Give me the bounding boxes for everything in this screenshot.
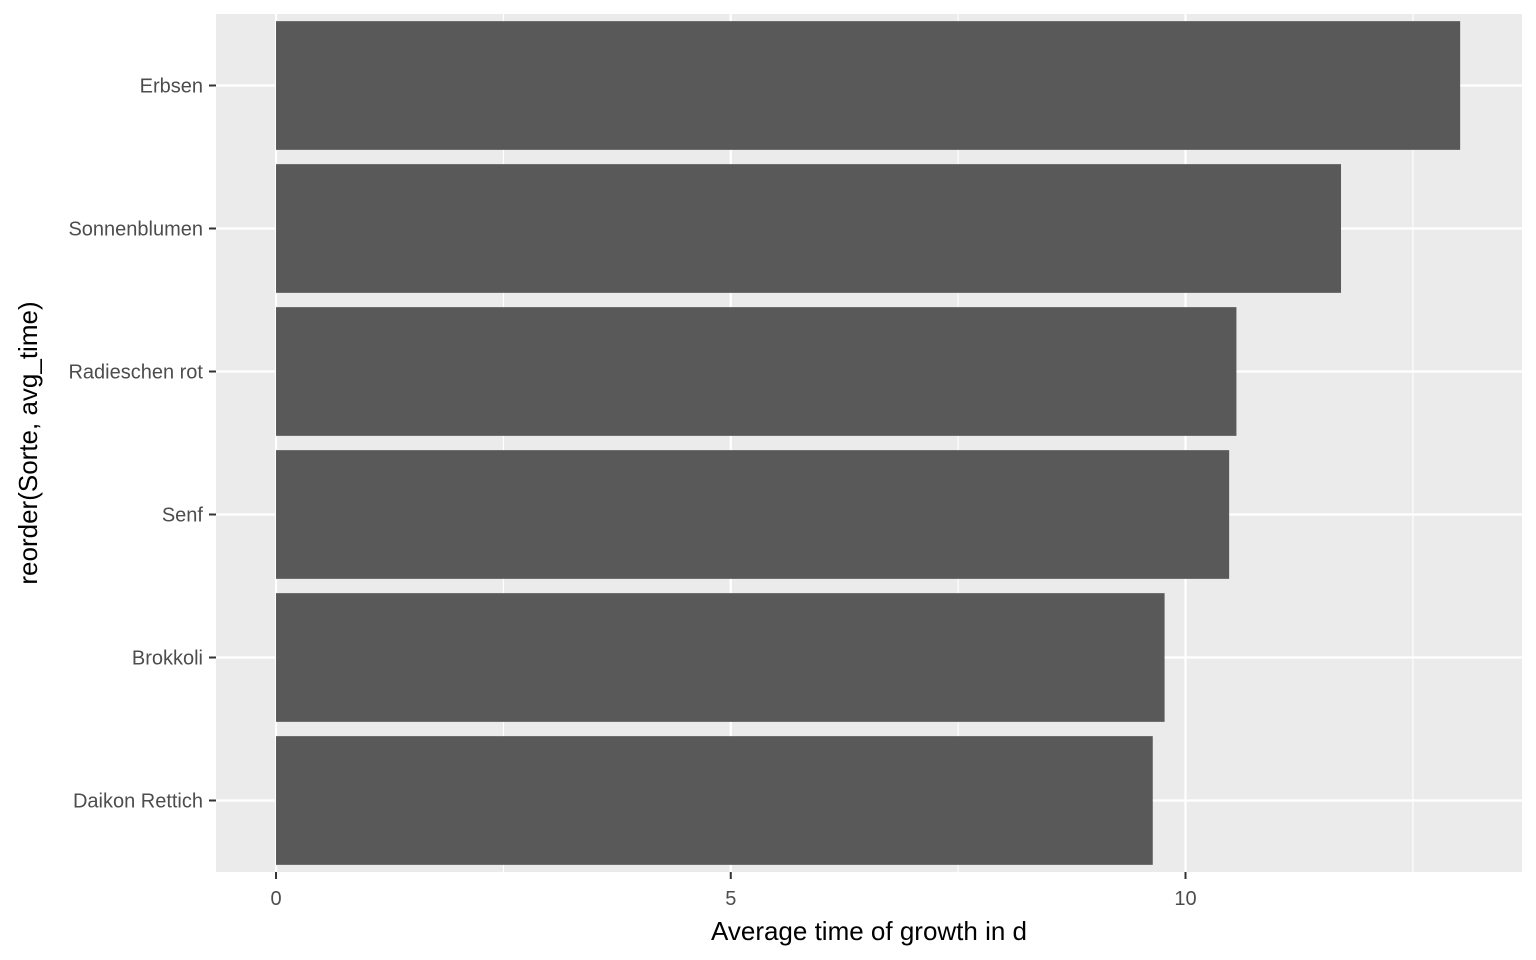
y-tick-label: Erbsen: [140, 76, 203, 98]
x-axis-title: Average time of growth in d: [711, 916, 1027, 946]
x-tick-label: 10: [1174, 888, 1196, 910]
bars: [276, 21, 1461, 865]
y-axis-title: reorder(Sorte, avg_time): [13, 301, 43, 584]
y-axis: Erbsen Sonnenblumen Radieschen rot Senf Brok…: [68, 76, 216, 813]
bar-radieschen-rot: [276, 307, 1237, 436]
x-tick-label: 0: [270, 888, 281, 910]
y-tick-label: Daikon Rettich: [73, 791, 203, 813]
minor-gridlines: [502, 14, 1414, 872]
x-tick-label: 5: [725, 888, 736, 910]
bar-brokkoli: [276, 593, 1165, 722]
y-tick-label: Radieschen rot: [68, 362, 203, 384]
y-tick-label: Sonnenblumen: [68, 219, 203, 241]
x-axis: 0 5 10: [270, 872, 1197, 910]
bar-sonnenblumen: [276, 164, 1342, 293]
y-tick-label: Brokkoli: [132, 648, 203, 670]
y-tick-label: Senf: [162, 505, 204, 527]
bar-senf: [276, 450, 1230, 579]
plot-panel: [216, 14, 1522, 872]
bar-erbsen: [276, 21, 1461, 150]
bar-daikon-rettich: [276, 736, 1153, 865]
